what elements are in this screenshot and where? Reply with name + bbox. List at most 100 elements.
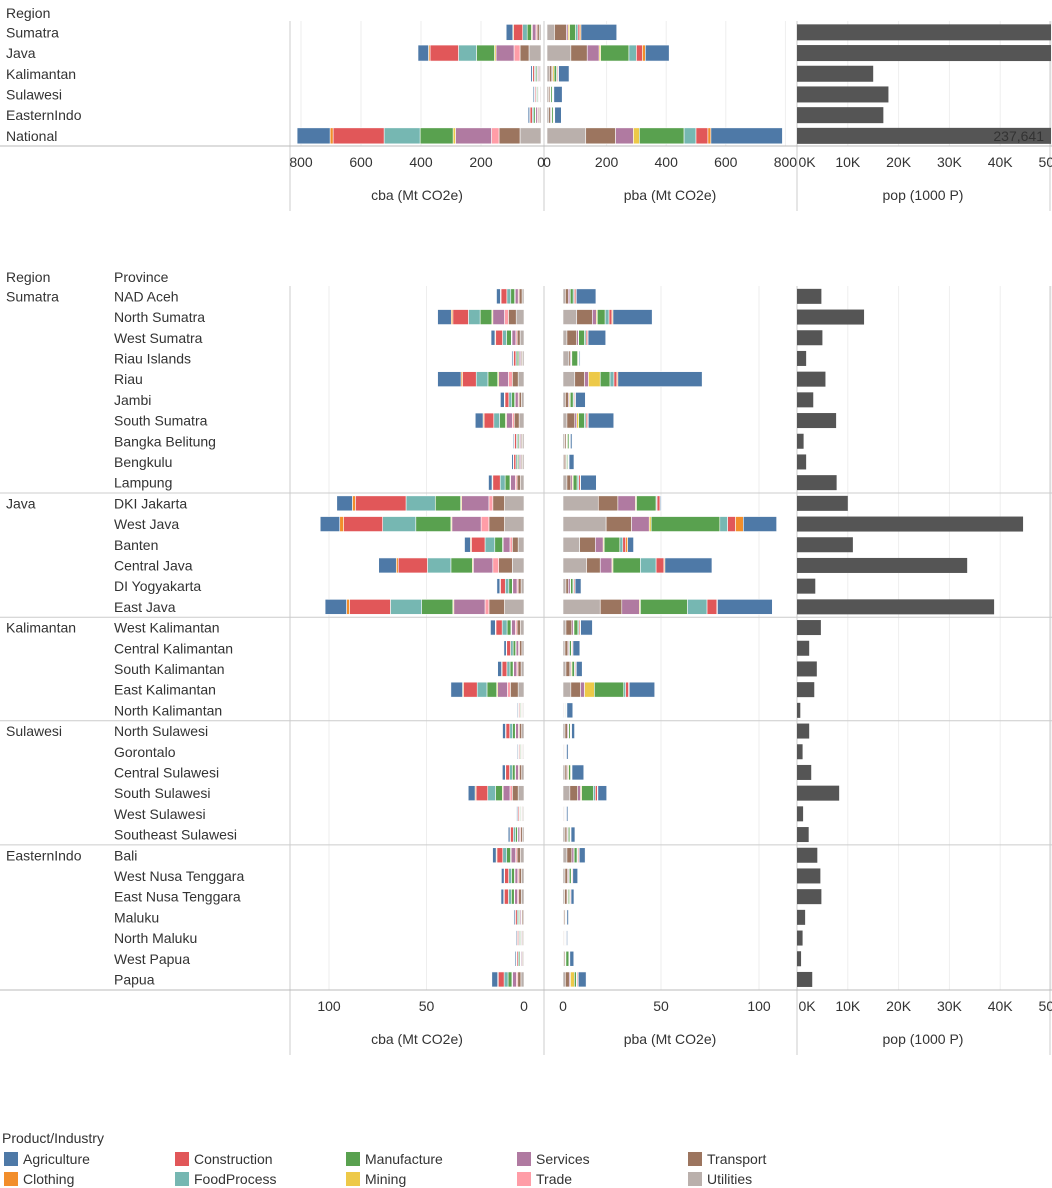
pba-segment-utilities (562, 371, 576, 387)
cba-segment-construction (471, 536, 486, 553)
cba-segment-utilities (520, 661, 525, 677)
cba-segment-foodprocess (502, 847, 507, 864)
cba-segment-utilities (520, 888, 525, 905)
pba-segment-utilities (562, 557, 587, 574)
cba-segment-utilities (504, 599, 525, 615)
cba-segment-construction (492, 474, 501, 491)
cba-segment-agriculture (511, 454, 514, 470)
cba-segment-manufacture (511, 392, 515, 408)
cba-segment-services (510, 474, 516, 491)
pba-tick-label: 800 (774, 154, 798, 170)
pba-segment-utilities (562, 599, 601, 615)
cba-segment-agriculture (336, 495, 353, 512)
pba-segment-construction (727, 516, 736, 532)
province-label: DI Yogyakarta (114, 578, 201, 594)
cba-segment-agriculture (497, 661, 502, 677)
pba-tick-label: 400 (655, 154, 679, 170)
province-label: Riau Islands (114, 350, 191, 366)
region-label: Sumatra (6, 24, 59, 40)
province-label: Riau (114, 371, 143, 387)
pba-segment-agriculture (570, 888, 575, 905)
cba-segment-utilities (519, 329, 525, 346)
pop-bar (797, 516, 1024, 532)
cba-axis-title: cba (Mt CO2e) (371, 1031, 463, 1047)
cba-segment-agriculture (296, 127, 331, 145)
cba-segment-manufacture (511, 868, 515, 884)
pba-segment-transport (585, 127, 616, 145)
pba-segment-transport (554, 24, 567, 41)
region-label: EasternIndo (6, 847, 82, 863)
legend-swatch (688, 1152, 702, 1166)
cba-segment-agriculture (488, 474, 493, 491)
cba-segment-agriculture (502, 723, 506, 739)
cba-segment-services (511, 619, 516, 636)
pba-segment-agriculture (664, 557, 713, 574)
pba-segment-agriculture (566, 806, 569, 822)
legend-label: Manufacture (365, 1151, 443, 1167)
cba-segment-utilities (520, 578, 525, 594)
province-label: North Sulawesi (114, 723, 208, 739)
chart-canvas: Region Sumatra Java Kalimantan Sulawesi Easte… (0, 5, 1052, 1055)
pba-segment-agriculture (569, 950, 575, 967)
pop-bar (797, 764, 812, 780)
pop-tick-label: 40K (988, 154, 1014, 170)
pop-bar (797, 620, 821, 636)
cba-segment-utilities (521, 392, 525, 408)
cba-segment-trade (488, 495, 494, 512)
pba-segment-manufacture (578, 329, 585, 346)
pop-tick-label: 0K (798, 154, 816, 170)
pba-segment-transport (566, 329, 578, 346)
national-pop-label: 237,641 (993, 128, 1044, 144)
pba-segment-transport (597, 495, 619, 512)
legend-label: Construction (194, 1151, 273, 1167)
pop-tick-label: 30K (937, 998, 963, 1014)
cba-segment-transport (498, 127, 521, 145)
cba-segment-foodprocess (522, 24, 528, 41)
cba-segment-agriculture (500, 392, 505, 408)
cba-segment-transport (518, 888, 522, 905)
cba-segment-agriculture (527, 106, 530, 124)
pba-segment-utilities (562, 474, 568, 491)
pba-segment-services (586, 44, 600, 62)
cba-segment-transport (511, 371, 519, 387)
pba-segment-transport (566, 474, 572, 491)
pba-segment-services (577, 785, 581, 801)
cba-segment-services (461, 495, 490, 512)
pba-segment-foodprocess (683, 127, 697, 145)
cba-segment-transport (488, 516, 505, 532)
pop-bar (797, 640, 810, 656)
cba-segment-foodprocess (510, 640, 514, 657)
pba-segment-utilities (562, 619, 567, 636)
pba-segment-manufacture (573, 619, 579, 636)
pba-segment-foodprocess (575, 24, 579, 41)
pba-segment-construction (608, 309, 613, 325)
pba-segment-utilities (546, 127, 587, 145)
pba-segment-utilities (562, 536, 580, 553)
pba-segment-construction (655, 557, 665, 574)
pop-axis-title: pop (1000 P) (883, 187, 964, 203)
pba-segment-transport (566, 847, 573, 864)
province-label: South Kalimantan (114, 661, 225, 677)
legend-label: FoodProcess (194, 1171, 277, 1187)
cba-segment-mining (452, 127, 456, 145)
pba-segment-manufacture (640, 599, 688, 615)
cba-segment-transport (518, 392, 522, 408)
legend-item-manufacture: Manufacture (346, 1150, 443, 1168)
cba-segment-foodprocess (502, 329, 507, 346)
region-label: Kalimantan (6, 66, 76, 82)
cba-segment-utilities (519, 127, 542, 145)
pba-segment-utilities (546, 24, 555, 41)
cba-segment-agriculture (464, 536, 471, 553)
cba-segment-agriculture (496, 578, 501, 594)
cba-segment-utilities (521, 723, 525, 739)
pba-segment-services (615, 127, 634, 145)
cba-segment-manufacture (512, 723, 516, 739)
pop-tick-label: 10K (835, 154, 861, 170)
cba-segment-manufacture (487, 371, 498, 387)
pba-segment-agriculture (617, 371, 703, 387)
province-label: Banten (114, 537, 158, 553)
cba-segment-services (506, 412, 513, 429)
cba-segment-agriculture (378, 557, 397, 574)
pba-segment-mining (633, 127, 640, 145)
pba-segment-agriculture (717, 599, 773, 615)
